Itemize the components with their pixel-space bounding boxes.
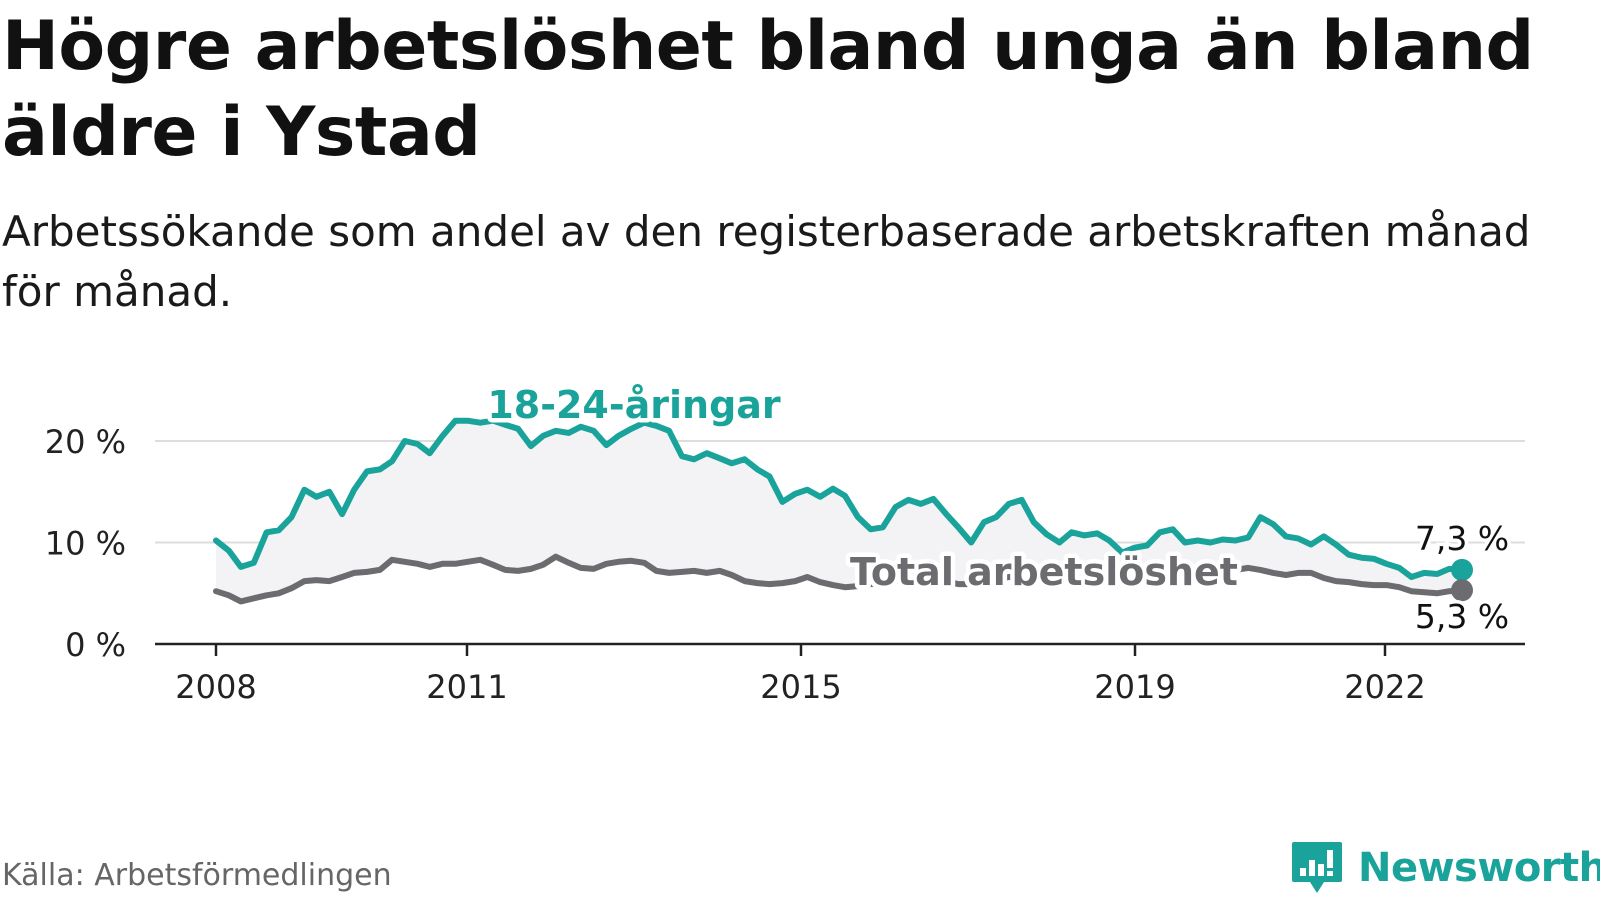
end-value-label-total: 5,3 % (1415, 597, 1509, 636)
source-note: Källa: Arbetsförmedlingen (2, 858, 392, 893)
x-tick-layer: 2008 2011 2015 2019 2022 (175, 644, 1426, 706)
x-tick-label: 2022 (1344, 668, 1425, 706)
series-label-youth: 18-24-åringar (487, 383, 781, 427)
page-title: Högre arbetslöshet bland unga än bland ä… (2, 7, 1534, 172)
x-tick-label: 2019 (1094, 668, 1175, 706)
y-tick-label: 10 % (45, 525, 126, 563)
end-point-youth (1451, 558, 1473, 581)
end-point-total (1451, 579, 1473, 602)
end-value-label-youth: 7,3 % (1415, 519, 1509, 558)
brand-logo[interactable]: Newsworthy (1290, 840, 1600, 896)
y-tick-label: 0 % (65, 626, 126, 664)
x-tick-label: 2008 (175, 668, 256, 706)
newsworthy-logo-icon (1292, 842, 1342, 893)
x-tick-label: 2015 (760, 668, 841, 706)
x-tick-label: 2011 (426, 668, 507, 706)
page-subtitle: Arbetssökande som andel av den registerb… (2, 207, 1531, 316)
y-tick-label: 20 % (45, 423, 126, 461)
series-line-total (213, 553, 1465, 605)
series-label-total: Total arbetslöshet (850, 550, 1238, 594)
area-between-series (216, 420, 1462, 602)
brand-name: Newsworthy (1358, 845, 1600, 891)
series-line-youth (213, 417, 1465, 580)
line-chart: 0 % 10 % 20 % 2008 2011 2015 2019 2022 18-24-å… (45, 379, 1525, 706)
